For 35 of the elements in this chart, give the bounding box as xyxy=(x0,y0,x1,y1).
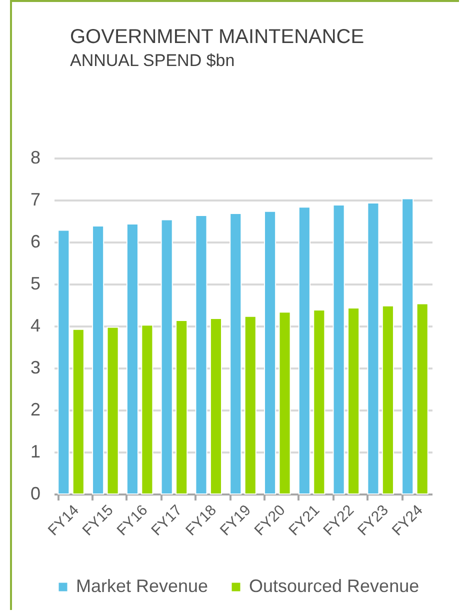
bar xyxy=(210,318,222,494)
bar xyxy=(195,215,208,494)
bar xyxy=(160,219,173,494)
y-tick-label: 1 xyxy=(30,442,40,462)
bar xyxy=(332,204,345,494)
bar xyxy=(298,206,310,494)
bar xyxy=(367,202,380,494)
bar xyxy=(92,226,104,494)
bar xyxy=(244,316,256,494)
bar xyxy=(106,326,119,494)
chart-subtitle: ANNUAL SPEND $bn xyxy=(70,51,235,70)
legend-label: Market Revenue xyxy=(76,576,208,596)
y-tick-label: 3 xyxy=(30,358,40,378)
y-tick-label: 0 xyxy=(30,484,40,504)
bar xyxy=(402,198,414,494)
y-tick-label: 8 xyxy=(30,148,40,168)
bar xyxy=(141,324,154,494)
bar xyxy=(126,223,138,494)
y-tick-label: 7 xyxy=(30,190,40,210)
bar xyxy=(58,230,70,494)
bar xyxy=(278,312,291,494)
y-tick-label: 5 xyxy=(30,274,40,294)
bar xyxy=(382,305,394,494)
bar xyxy=(313,310,326,494)
legend-label: Outsourced Revenue xyxy=(249,576,420,596)
bar xyxy=(348,307,360,494)
bar xyxy=(72,328,84,494)
y-tick-label: 6 xyxy=(30,232,40,252)
bar xyxy=(416,303,428,494)
chart-title: GOVERNMENT MAINTENANCE xyxy=(70,26,364,48)
y-tick-label: 2 xyxy=(30,400,40,420)
y-tick-label: 4 xyxy=(30,316,40,336)
bar xyxy=(264,210,276,494)
bar xyxy=(176,320,188,494)
bar xyxy=(230,212,242,494)
